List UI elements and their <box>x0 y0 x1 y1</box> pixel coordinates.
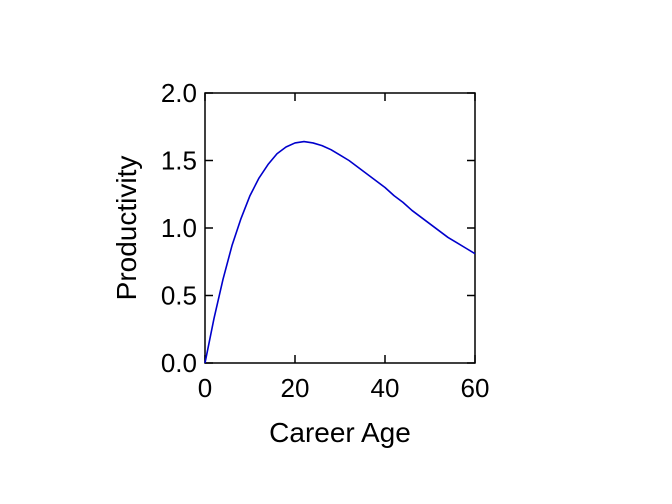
series-layer <box>204 140 476 364</box>
y-tick-label: 2.0 <box>161 78 197 108</box>
x-tick-label: 60 <box>461 373 490 403</box>
x-axis-label: Career Age <box>269 417 411 448</box>
y-ticks: 0.0 0.5 1.0 1.5 2.0 <box>161 78 475 378</box>
y-tick-label: 1.0 <box>161 213 197 243</box>
y-tick-label: 0.5 <box>161 281 197 311</box>
y-tick-label: 0.0 <box>161 348 197 378</box>
x-tick-label: 0 <box>198 373 212 403</box>
y-axis-label: Productivity <box>111 156 142 301</box>
x-ticks: 0 20 40 60 <box>198 93 490 403</box>
series-line <box>204 140 476 364</box>
y-tick-label: 1.5 <box>161 146 197 176</box>
x-tick-label: 20 <box>281 373 310 403</box>
x-tick-label: 40 <box>371 373 400 403</box>
